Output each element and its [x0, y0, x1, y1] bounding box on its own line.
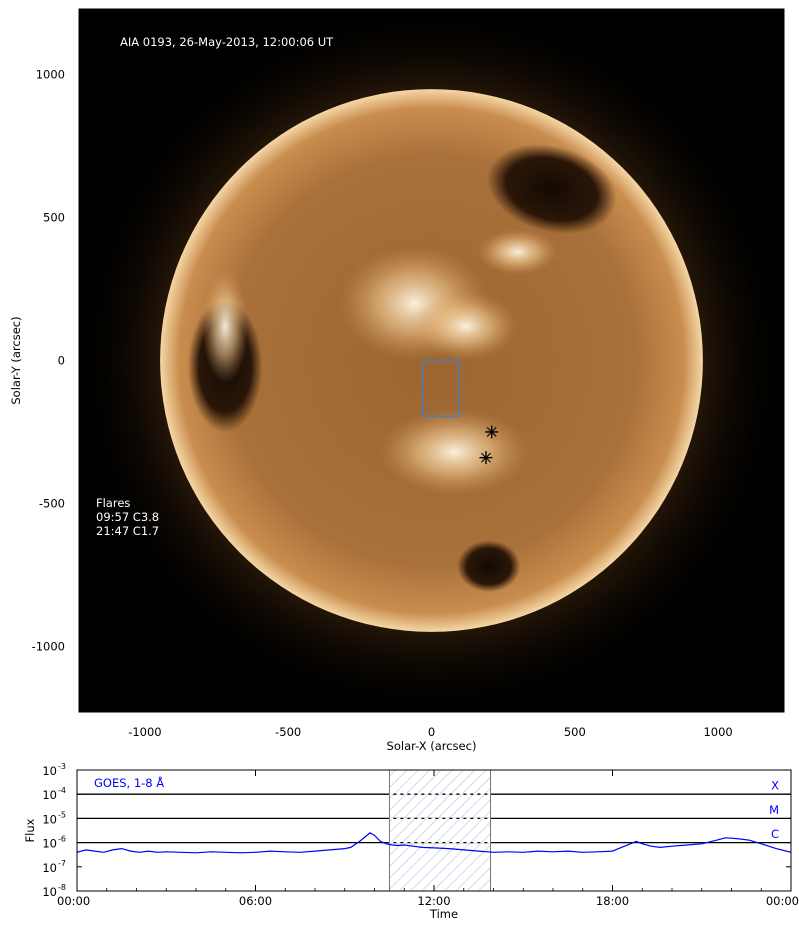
goes-y-tick-label: 10	[42, 837, 57, 851]
active-region	[202, 268, 249, 384]
x-tick-label: -500	[275, 725, 301, 739]
x-tick-label: -1000	[128, 725, 161, 739]
flare-marker	[485, 425, 499, 439]
x-tick-label: 0	[428, 725, 435, 739]
y-tick-label: -1000	[32, 639, 65, 653]
goes-x-tick-label: 06:00	[239, 894, 272, 908]
class-level-label: X	[771, 779, 779, 793]
flare-entry: 09:57 C3.8	[96, 510, 159, 524]
image-y-axis-label: Solar-Y (arcsec)	[9, 316, 23, 404]
shaded-time-interval	[388, 769, 491, 892]
goes-flux-series	[77, 832, 791, 854]
goes-x-tick-label: 00:00	[766, 894, 799, 908]
goes-y-tick-label: 10	[42, 764, 57, 778]
solar-image-panel: AIA 0193, 26-May-2013, 12:00:06 UT Flare…	[9, 8, 785, 753]
y-tick-label: 0	[58, 354, 65, 368]
region-of-interest-box	[422, 359, 460, 417]
disk-features	[187, 144, 617, 593]
goes-x-tick-label: 00:00	[57, 894, 90, 908]
goes-y-tick-label: 10	[42, 812, 57, 826]
goes-series-label: GOES, 1-8 Å	[94, 775, 164, 790]
class-level-label: C	[771, 827, 779, 841]
goes-y-tick-exponent: -4	[58, 786, 66, 795]
y-tick-label: 500	[43, 211, 65, 225]
active-region	[379, 408, 529, 495]
flare-markers	[479, 425, 499, 465]
coronal-hole	[457, 540, 521, 593]
image-title: AIA 0193, 26-May-2013, 12:00:06 UT	[120, 35, 334, 49]
goes-y-tick-exponent: -3	[58, 762, 66, 771]
x-tick-label: 1000	[703, 725, 732, 739]
image-x-axis-label: Solar-X (arcsec)	[387, 739, 477, 753]
flare-entry: 21:47 C1.7	[96, 524, 159, 538]
goes-y-tick-exponent: -5	[58, 810, 66, 819]
active-region	[414, 291, 518, 361]
coronal-hole	[487, 144, 617, 234]
goes-x-tick-label: 12:00	[417, 894, 450, 908]
x-tick-label: 500	[564, 725, 586, 739]
goes-y-tick-exponent: -8	[58, 883, 66, 892]
y-tick-label: -500	[39, 496, 65, 510]
flares-legend-title: Flares	[96, 496, 130, 510]
class-level-label: M	[769, 803, 779, 817]
y-tick-label: 1000	[36, 68, 65, 82]
goes-y-axis-label: Flux	[23, 818, 37, 842]
active-region	[477, 228, 558, 275]
goes-y-tick-exponent: -7	[58, 859, 66, 868]
goes-y-tick-label: 10	[42, 861, 57, 875]
flare-marker	[479, 451, 493, 465]
goes-x-tick-label: 18:00	[596, 894, 629, 908]
goes-x-axis-label: Time	[429, 907, 458, 921]
flare-class-levels: XMC	[77, 779, 791, 844]
image-axis-ticks: -1000 -500 0 500 1000 -1000 -500 0 500 1000	[32, 8, 785, 739]
goes-y-tick-exponent: -6	[58, 835, 66, 844]
goes-y-tick-label: 10	[42, 885, 57, 899]
goes-y-tick-label: 10	[42, 788, 57, 802]
